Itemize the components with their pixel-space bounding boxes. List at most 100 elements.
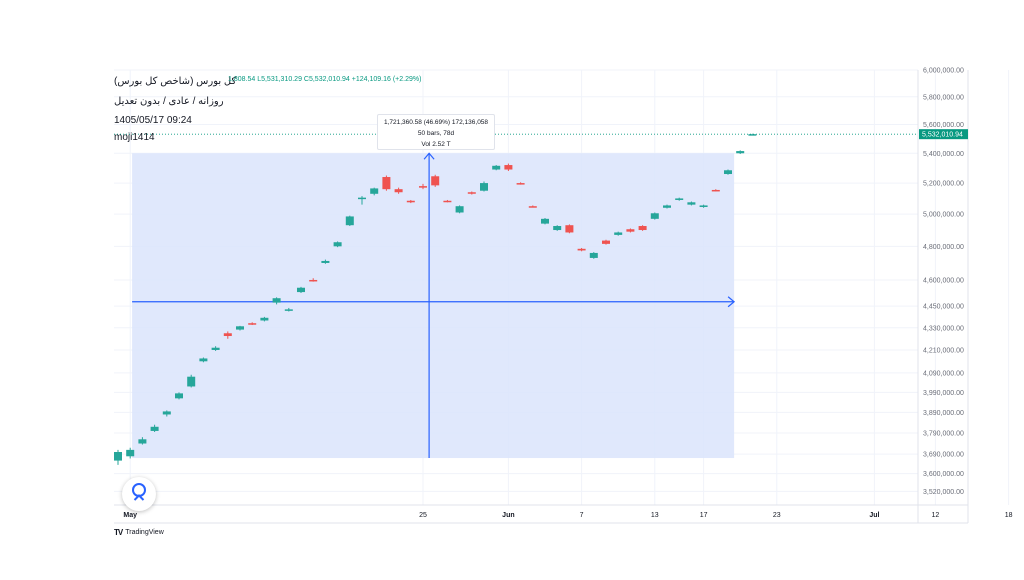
- candle-body: [162, 411, 171, 415]
- y-tick-label: 4,800,000.00: [923, 244, 964, 251]
- candle-body: [333, 242, 342, 247]
- measure-tool[interactable]: [132, 152, 736, 459]
- drawing-anchor-button[interactable]: [122, 477, 156, 511]
- candle-body: [248, 323, 257, 325]
- candle-body: [150, 426, 159, 431]
- candle-body: [504, 165, 513, 170]
- candle-body: [614, 232, 623, 235]
- measure-change: 1,721,360.58 (46.69%) 172,136,058: [383, 119, 489, 126]
- axes: 6,000,000.00 5,800,000.00 5,600,000.00 5,40…: [114, 68, 1013, 524]
- measure-range-box: [132, 153, 735, 459]
- candle-body: [553, 226, 562, 231]
- x-tick-label: 13: [651, 512, 659, 519]
- candle-body: [199, 358, 208, 362]
- candle-body: [406, 200, 415, 203]
- candle-body: [370, 188, 379, 194]
- measure-up-arrowhead: [423, 152, 435, 160]
- x-tick-label: May: [123, 512, 137, 519]
- last-price-tag: [919, 129, 968, 140]
- chart-title: کل بورس (شاخص کل بورس): [114, 76, 237, 87]
- candle-body: [260, 317, 269, 321]
- chart-subtitle: روزانه / عادی / بدون تعدیل: [114, 96, 224, 107]
- candle-body: [284, 309, 293, 311]
- y-tick-label: 5,400,000.00: [923, 151, 964, 158]
- y-tick-label: 3,600,000.00: [923, 471, 964, 478]
- candle-body: [175, 393, 183, 399]
- author-label: moji1414: [114, 132, 155, 143]
- y-tick-label: 5,800,000.00: [923, 94, 964, 101]
- x-tick-label: 7: [580, 512, 584, 519]
- y-tick-label: 3,890,000.00: [923, 410, 964, 417]
- y-tick-label: 4,210,000.00: [923, 347, 964, 354]
- candle-body: [675, 198, 684, 200]
- x-tick-label: 23: [773, 512, 781, 519]
- candle-body: [638, 226, 647, 231]
- candle-body: [724, 170, 732, 175]
- candle-body: [345, 216, 354, 226]
- y-tick-label: 4,600,000.00: [923, 277, 964, 284]
- candle-body: [236, 326, 244, 330]
- y-tick-label: 3,690,000.00: [923, 452, 964, 459]
- candle-body: [419, 186, 427, 188]
- x-tick-label: 12: [932, 512, 940, 519]
- candle-body: [711, 189, 720, 192]
- anchor-pin-icon: [132, 483, 146, 501]
- candle-body: [565, 225, 574, 233]
- candle-body: [272, 298, 281, 303]
- candle-body: [114, 452, 122, 461]
- candle-body: [394, 189, 403, 193]
- candle-body: [309, 279, 318, 282]
- x-tick-label: Jun: [502, 512, 514, 519]
- measure-bars: 50 bars, 78d: [417, 130, 455, 137]
- candle-body: [528, 206, 537, 208]
- y-tick-label: 3,990,000.00: [923, 390, 964, 397]
- x-tick-label: 25: [419, 512, 427, 519]
- candle-body: [138, 439, 147, 444]
- measure-right-arrowhead: [727, 296, 736, 308]
- candle-body: [492, 165, 501, 170]
- candle-body: [650, 213, 659, 219]
- y-tick-label: 5,200,000.00: [923, 181, 964, 188]
- tradingview-logo-icon: TV: [114, 528, 123, 537]
- y-tick-label: 4,330,000.00: [923, 325, 964, 332]
- candle-body: [431, 176, 440, 186]
- candle-body: [443, 200, 452, 203]
- candle-body: [516, 183, 525, 185]
- y-tick-label: 4,450,000.00: [923, 304, 964, 311]
- candle-body: [480, 183, 488, 191]
- candle-body: [455, 206, 464, 213]
- x-tick-label: 17: [700, 512, 708, 519]
- brand: TV TradingView: [114, 528, 164, 537]
- candles: [114, 133, 757, 465]
- candle-body: [211, 347, 220, 350]
- brand-name: TradingView: [125, 529, 164, 536]
- candle-body: [663, 205, 671, 208]
- candle-body: [626, 229, 635, 232]
- candle-body: [589, 252, 598, 258]
- y-tick-label: 5,000,000.00: [923, 212, 964, 219]
- candle-body: [223, 333, 232, 337]
- candle-body: [467, 192, 476, 194]
- measure-tooltip: 1,721,360.58 (46.69%) 172,136,058 50 bar…: [377, 114, 495, 150]
- last-price-label: 5,532,010.94: [922, 132, 963, 139]
- candle-body: [126, 449, 135, 457]
- y-tick-label: 4,090,000.00: [923, 370, 964, 377]
- candle-body: [602, 240, 610, 244]
- candle-body: [358, 197, 366, 200]
- x-tick-label: 18: [1005, 512, 1013, 519]
- candle-body: [687, 202, 696, 205]
- measure-volume: Vol 2.52 T: [421, 141, 451, 148]
- ohlc-readout: 1,808.54 L5,531,310.29 C5,532,010.94 +12…: [228, 76, 422, 83]
- candle-body: [699, 205, 708, 207]
- candle-body: [541, 218, 549, 224]
- candle-body: [187, 376, 196, 387]
- x-tick-label: Jul: [869, 512, 879, 519]
- candle-body: [736, 151, 745, 154]
- timestamp: 1405/05/17 09:24: [114, 115, 192, 126]
- candle-body: [321, 260, 330, 263]
- y-tick-label: 3,790,000.00: [923, 431, 964, 438]
- y-tick-label: 6,000,000.00: [923, 68, 964, 75]
- candle-body: [577, 248, 586, 251]
- y-tick-label: 5,600,000.00: [923, 122, 964, 129]
